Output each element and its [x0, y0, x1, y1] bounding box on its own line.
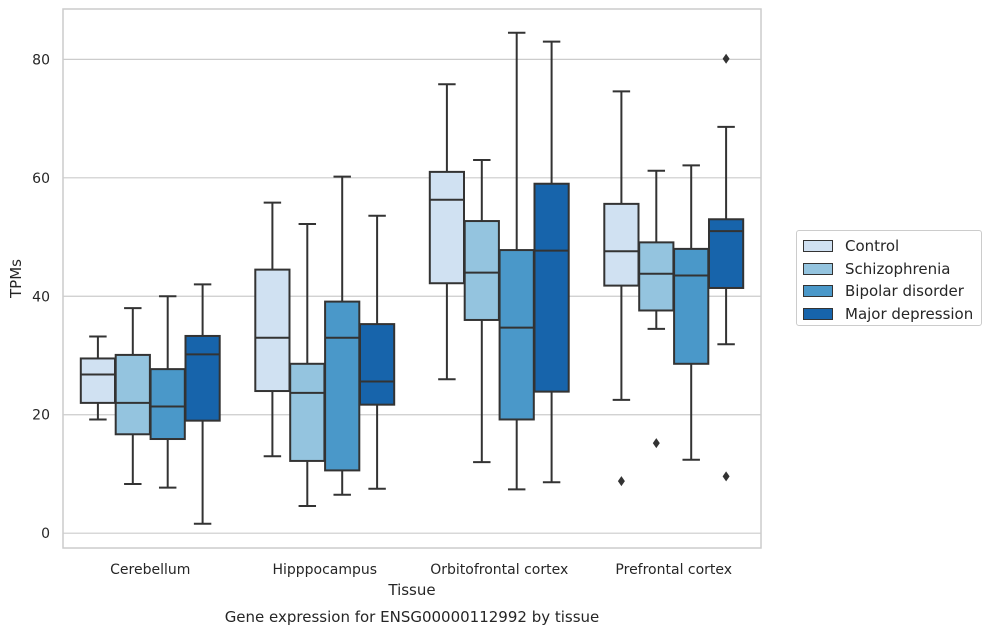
box-bipolar-disorder [324, 175, 361, 496]
chart-caption: Gene expression for ENSG00000112992 by t… [225, 608, 600, 626]
box-iqr [638, 241, 675, 312]
legend-swatch [803, 240, 833, 253]
legend-item: Control [803, 235, 981, 258]
box-iqr [254, 268, 291, 393]
box-control [428, 83, 466, 381]
outlier-point [722, 471, 730, 482]
outlier-point [722, 53, 730, 64]
box-iqr [673, 247, 710, 365]
y-tick-labels: 0 20 40 60 80 [32, 52, 50, 542]
legend-swatch [803, 285, 833, 298]
legend-item: Major depression [803, 303, 981, 326]
box-schizophrenia [638, 169, 675, 449]
legend-item: Schizophrenia [803, 258, 981, 281]
box-iqr [149, 368, 186, 441]
y-tick-label: 60 [32, 171, 50, 187]
box-iqr [184, 334, 221, 422]
y-tick-label: 80 [32, 52, 50, 68]
legend-swatch [803, 307, 833, 320]
box-iqr [428, 170, 466, 285]
outlier-point [652, 438, 660, 449]
legend-label: Bipolar disorder [845, 282, 964, 301]
x-tick-label: Hipppocampus [272, 562, 377, 578]
outlier-point [617, 476, 625, 487]
box-major-depression [184, 283, 221, 525]
box-iqr [603, 202, 640, 287]
box-schizophrenia [463, 159, 500, 464]
box-iqr [79, 357, 117, 404]
legend-swatch [803, 262, 833, 275]
box-major-depression [533, 40, 570, 484]
box-major-depression [707, 53, 745, 482]
box-iqr [463, 220, 500, 321]
box-iqr [533, 182, 570, 393]
box-groups [79, 31, 745, 525]
box-iqr [289, 362, 326, 462]
legend-item: Bipolar disorder [803, 280, 981, 303]
box-control [603, 90, 640, 487]
y-tick-label: 40 [32, 289, 50, 305]
y-tick-label: 0 [41, 526, 50, 542]
x-tick-label: Orbitofrontal cortex [430, 562, 568, 578]
box-iqr [324, 300, 361, 472]
legend: Control Schizophrenia Bipolar disorder Majo… [796, 230, 982, 326]
box-iqr [498, 249, 535, 421]
x-tick-labels: Cerebellum Hipppocampus Orbitofrontal cort… [110, 562, 732, 578]
x-tick-label: Cerebellum [110, 562, 190, 578]
legend-label: Major depression [845, 304, 974, 323]
box-iqr [707, 218, 745, 289]
box-iqr [358, 323, 396, 406]
box-major-depression [358, 214, 396, 490]
box-schizophrenia [114, 307, 151, 486]
box-bipolar-disorder [673, 164, 710, 461]
legend-label: Schizophrenia [845, 259, 951, 278]
plot-frame [62, 8, 762, 549]
box-control [79, 335, 117, 421]
box-iqr [114, 353, 151, 436]
box-schizophrenia [289, 223, 326, 507]
box-control [254, 201, 291, 458]
y-tick-label: 20 [32, 408, 50, 424]
box-bipolar-disorder [149, 295, 186, 489]
x-axis-label: Tissue [387, 581, 435, 599]
y-axis-label: TPMs [7, 259, 25, 299]
x-tick-label: Prefrontal cortex [615, 562, 732, 578]
box-bipolar-disorder [498, 31, 535, 491]
legend-label: Control [845, 237, 900, 256]
